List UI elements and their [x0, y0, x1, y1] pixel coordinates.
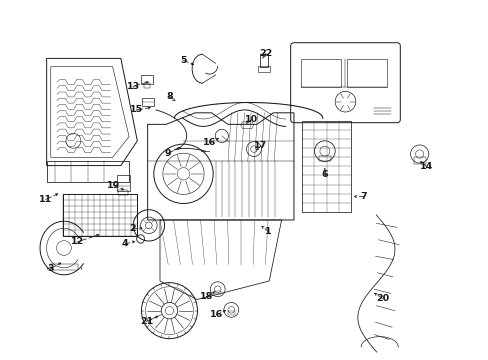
- Bar: [50, 264, 78, 270]
- Text: 10: 10: [245, 115, 258, 124]
- Text: 12: 12: [71, 237, 84, 246]
- Text: 7: 7: [359, 192, 366, 201]
- Text: 15: 15: [130, 105, 143, 114]
- Bar: [302, 121, 350, 212]
- Text: 1: 1: [264, 227, 271, 236]
- Bar: [300, 59, 340, 87]
- Text: 21: 21: [140, 317, 153, 326]
- Text: 3: 3: [47, 264, 54, 273]
- Bar: [260, 54, 267, 67]
- Text: 16: 16: [209, 310, 223, 319]
- Text: 5: 5: [180, 56, 186, 65]
- Bar: [413, 157, 425, 163]
- Text: 8: 8: [166, 92, 172, 101]
- Text: 18: 18: [200, 292, 213, 301]
- Bar: [258, 66, 269, 72]
- Bar: [318, 156, 330, 161]
- Text: 13: 13: [126, 82, 140, 91]
- Text: 6: 6: [321, 170, 327, 179]
- Text: 9: 9: [164, 149, 171, 158]
- Text: 17: 17: [254, 141, 267, 150]
- Bar: [117, 175, 130, 191]
- Text: 19: 19: [106, 181, 120, 190]
- Text: 4: 4: [122, 239, 128, 248]
- Bar: [141, 75, 153, 84]
- Bar: [118, 190, 128, 195]
- Text: 2: 2: [129, 224, 135, 233]
- Bar: [143, 83, 150, 88]
- Bar: [214, 291, 220, 294]
- Text: 22: 22: [259, 49, 272, 58]
- Bar: [227, 311, 234, 315]
- Bar: [346, 59, 386, 87]
- Text: 11: 11: [39, 195, 52, 204]
- Text: 16: 16: [203, 138, 216, 147]
- Text: 14: 14: [419, 162, 432, 171]
- Text: 20: 20: [375, 294, 388, 303]
- Bar: [46, 161, 129, 182]
- Bar: [142, 98, 154, 106]
